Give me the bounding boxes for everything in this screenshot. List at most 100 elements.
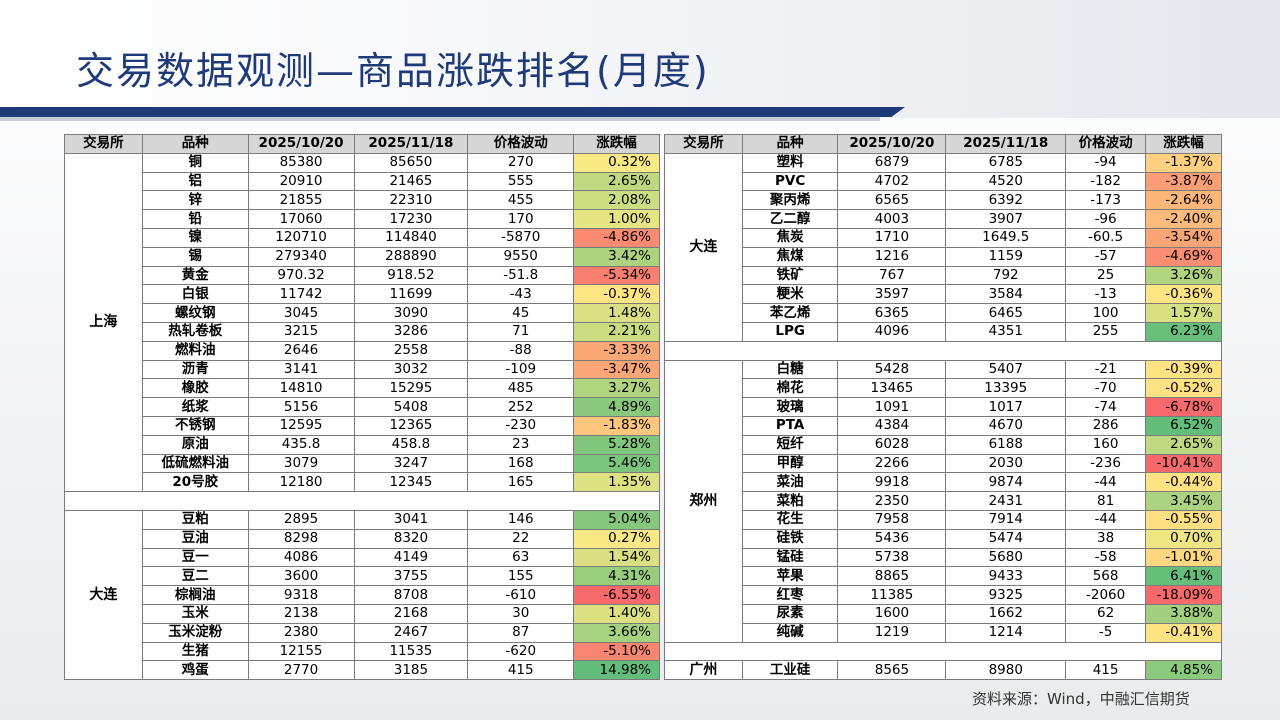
- end-price-cell: 4149: [353, 547, 469, 568]
- start-price-cell: 20910: [247, 171, 355, 192]
- table-row: 沥青 3141 3032 -109 -3.47%: [65, 359, 660, 380]
- start-price-cell: 8865: [837, 566, 947, 587]
- change-cell: -5870: [467, 227, 575, 248]
- table-row: 粳米 3597 3584 -13 -0.36%: [665, 284, 1222, 305]
- commodity-cell: 塑料: [741, 152, 839, 173]
- change-cell: 22: [467, 528, 575, 549]
- pct-change-cell: -0.52%: [1145, 378, 1222, 399]
- pct-change-cell: -0.41%: [1145, 622, 1222, 643]
- commodity-cell: 铜: [141, 152, 249, 173]
- end-price-cell: 1159: [945, 246, 1067, 267]
- start-price-cell: 4384: [837, 415, 947, 436]
- table-row: 红枣 11385 9325 -2060 -18.09%: [665, 585, 1222, 605]
- table-row: 铅 17060 17230 170 1.00%: [65, 209, 660, 229]
- change-cell: 286: [1065, 415, 1147, 436]
- separator-cell: [664, 641, 1222, 662]
- pct-change-cell: -2.64%: [1145, 190, 1222, 211]
- pct-change-cell: -0.44%: [1145, 472, 1222, 493]
- commodity-cell: 纸浆: [141, 397, 249, 417]
- table-row: 短纤 6028 6188 160 2.65%: [665, 434, 1222, 455]
- pct-change-cell: 5.28%: [573, 434, 660, 455]
- start-price-cell: 279340: [247, 246, 355, 267]
- pct-change-cell: 0.70%: [1145, 528, 1222, 549]
- end-price-cell: 288890: [353, 246, 469, 267]
- change-cell: 81: [1065, 491, 1147, 511]
- exchange-cell: 上海: [64, 152, 143, 493]
- start-price-cell: 8565: [837, 660, 947, 681]
- table-row: 白银 11742 11699 -43 -0.37%: [65, 284, 660, 305]
- end-price-cell: 21465: [353, 171, 469, 192]
- change-cell: 23: [467, 434, 575, 455]
- right-ranking-table: 交易所 品种 2025/10/20 2025/11/18 价格波动 涨跌幅 大连 塑料 687…: [664, 134, 1222, 681]
- table-row: 聚丙烯 6565 6392 -173 -2.64%: [665, 190, 1222, 211]
- table-row: 尿素 1600 1662 62 3.88%: [665, 603, 1222, 624]
- change-cell: 168: [467, 453, 575, 474]
- end-price-cell: 8980: [945, 660, 1067, 681]
- exchange-cell: 大连: [664, 152, 743, 342]
- commodity-cell: 锰硅: [741, 547, 839, 568]
- pct-change-cell: 3.26%: [1145, 265, 1222, 286]
- pct-change-cell: 5.04%: [573, 509, 660, 530]
- pct-change-cell: 2.21%: [573, 321, 660, 342]
- commodity-cell: 玻璃: [741, 397, 839, 417]
- table-row: 菜粕 2350 2431 81 3.45%: [665, 491, 1222, 511]
- pct-change-cell: -1.37%: [1145, 152, 1222, 173]
- start-price-cell: 5156: [247, 397, 355, 417]
- pct-change-cell: 6.52%: [1145, 415, 1222, 436]
- end-price-cell: 6465: [945, 303, 1067, 323]
- table-row: 锡 279340 288890 9550 3.42%: [65, 246, 660, 267]
- commodity-cell: 甲醇: [741, 453, 839, 474]
- end-price-cell: 8320: [353, 528, 469, 549]
- change-cell: -230: [467, 415, 575, 436]
- end-price-cell: 2030: [945, 453, 1067, 474]
- table-row: 螺纹钢 3045 3090 45 1.48%: [65, 303, 660, 323]
- change-cell: 155: [467, 566, 575, 587]
- change-cell: -96: [1065, 209, 1147, 229]
- start-price-cell: 5738: [837, 547, 947, 568]
- start-price-cell: 1216: [837, 246, 947, 267]
- pct-change-cell: 1.48%: [573, 303, 660, 323]
- commodity-cell: 纯碱: [741, 622, 839, 643]
- pct-change-cell: -4.69%: [1145, 246, 1222, 267]
- change-cell: 62: [1065, 603, 1147, 624]
- change-cell: -74: [1065, 397, 1147, 417]
- end-price-cell: 918.52: [353, 265, 469, 286]
- column-header: 交易所: [664, 134, 743, 154]
- pct-change-cell: -0.39%: [1145, 359, 1222, 380]
- pct-change-cell: -5.34%: [573, 265, 660, 286]
- column-header: 价格波动: [467, 134, 575, 154]
- table-row: 花生 7958 7914 -44 -0.55%: [665, 509, 1222, 530]
- commodity-cell: 豆二: [141, 566, 249, 587]
- start-price-cell: 3215: [247, 321, 355, 342]
- start-price-cell: 6028: [837, 434, 947, 455]
- commodity-cell: 粳米: [741, 284, 839, 305]
- commodity-cell: 苹果: [741, 566, 839, 587]
- commodity-cell: PVC: [741, 171, 839, 192]
- table-row: 大连 豆粕 2895 3041 146 5.04%: [64, 509, 660, 681]
- end-price-cell: 11535: [353, 641, 469, 662]
- table-row: PTA 4384 4670 286 6.52%: [665, 415, 1222, 436]
- pct-change-cell: 2.65%: [573, 171, 660, 192]
- end-price-cell: 1017: [945, 397, 1067, 417]
- table-row: 豆二 3600 3755 155 4.31%: [65, 566, 660, 587]
- change-cell: 568: [1065, 566, 1147, 587]
- change-cell: 9550: [467, 246, 575, 267]
- end-price-cell: 458.8: [353, 434, 469, 455]
- start-price-cell: 7958: [837, 509, 947, 530]
- start-price-cell: 5428: [837, 359, 947, 380]
- pct-change-cell: -3.54%: [1145, 227, 1222, 248]
- pct-change-cell: -0.36%: [1145, 284, 1222, 305]
- change-cell: 170: [467, 209, 575, 229]
- pct-change-cell: 5.46%: [573, 453, 660, 474]
- pct-change-cell: -6.78%: [1145, 397, 1222, 417]
- commodity-cell: PTA: [741, 415, 839, 436]
- end-price-cell: 8708: [353, 585, 469, 605]
- commodity-cell: 橡胶: [141, 378, 249, 399]
- pct-change-cell: 1.00%: [573, 209, 660, 229]
- end-price-cell: 7914: [945, 509, 1067, 530]
- start-price-cell: 17060: [247, 209, 355, 229]
- start-price-cell: 2138: [247, 603, 355, 624]
- table-row: 豆油 8298 8320 22 0.27%: [65, 528, 660, 549]
- pct-change-cell: -0.55%: [1145, 509, 1222, 530]
- table-row: 纯碱 1219 1214 -5 -0.41%: [665, 622, 1222, 643]
